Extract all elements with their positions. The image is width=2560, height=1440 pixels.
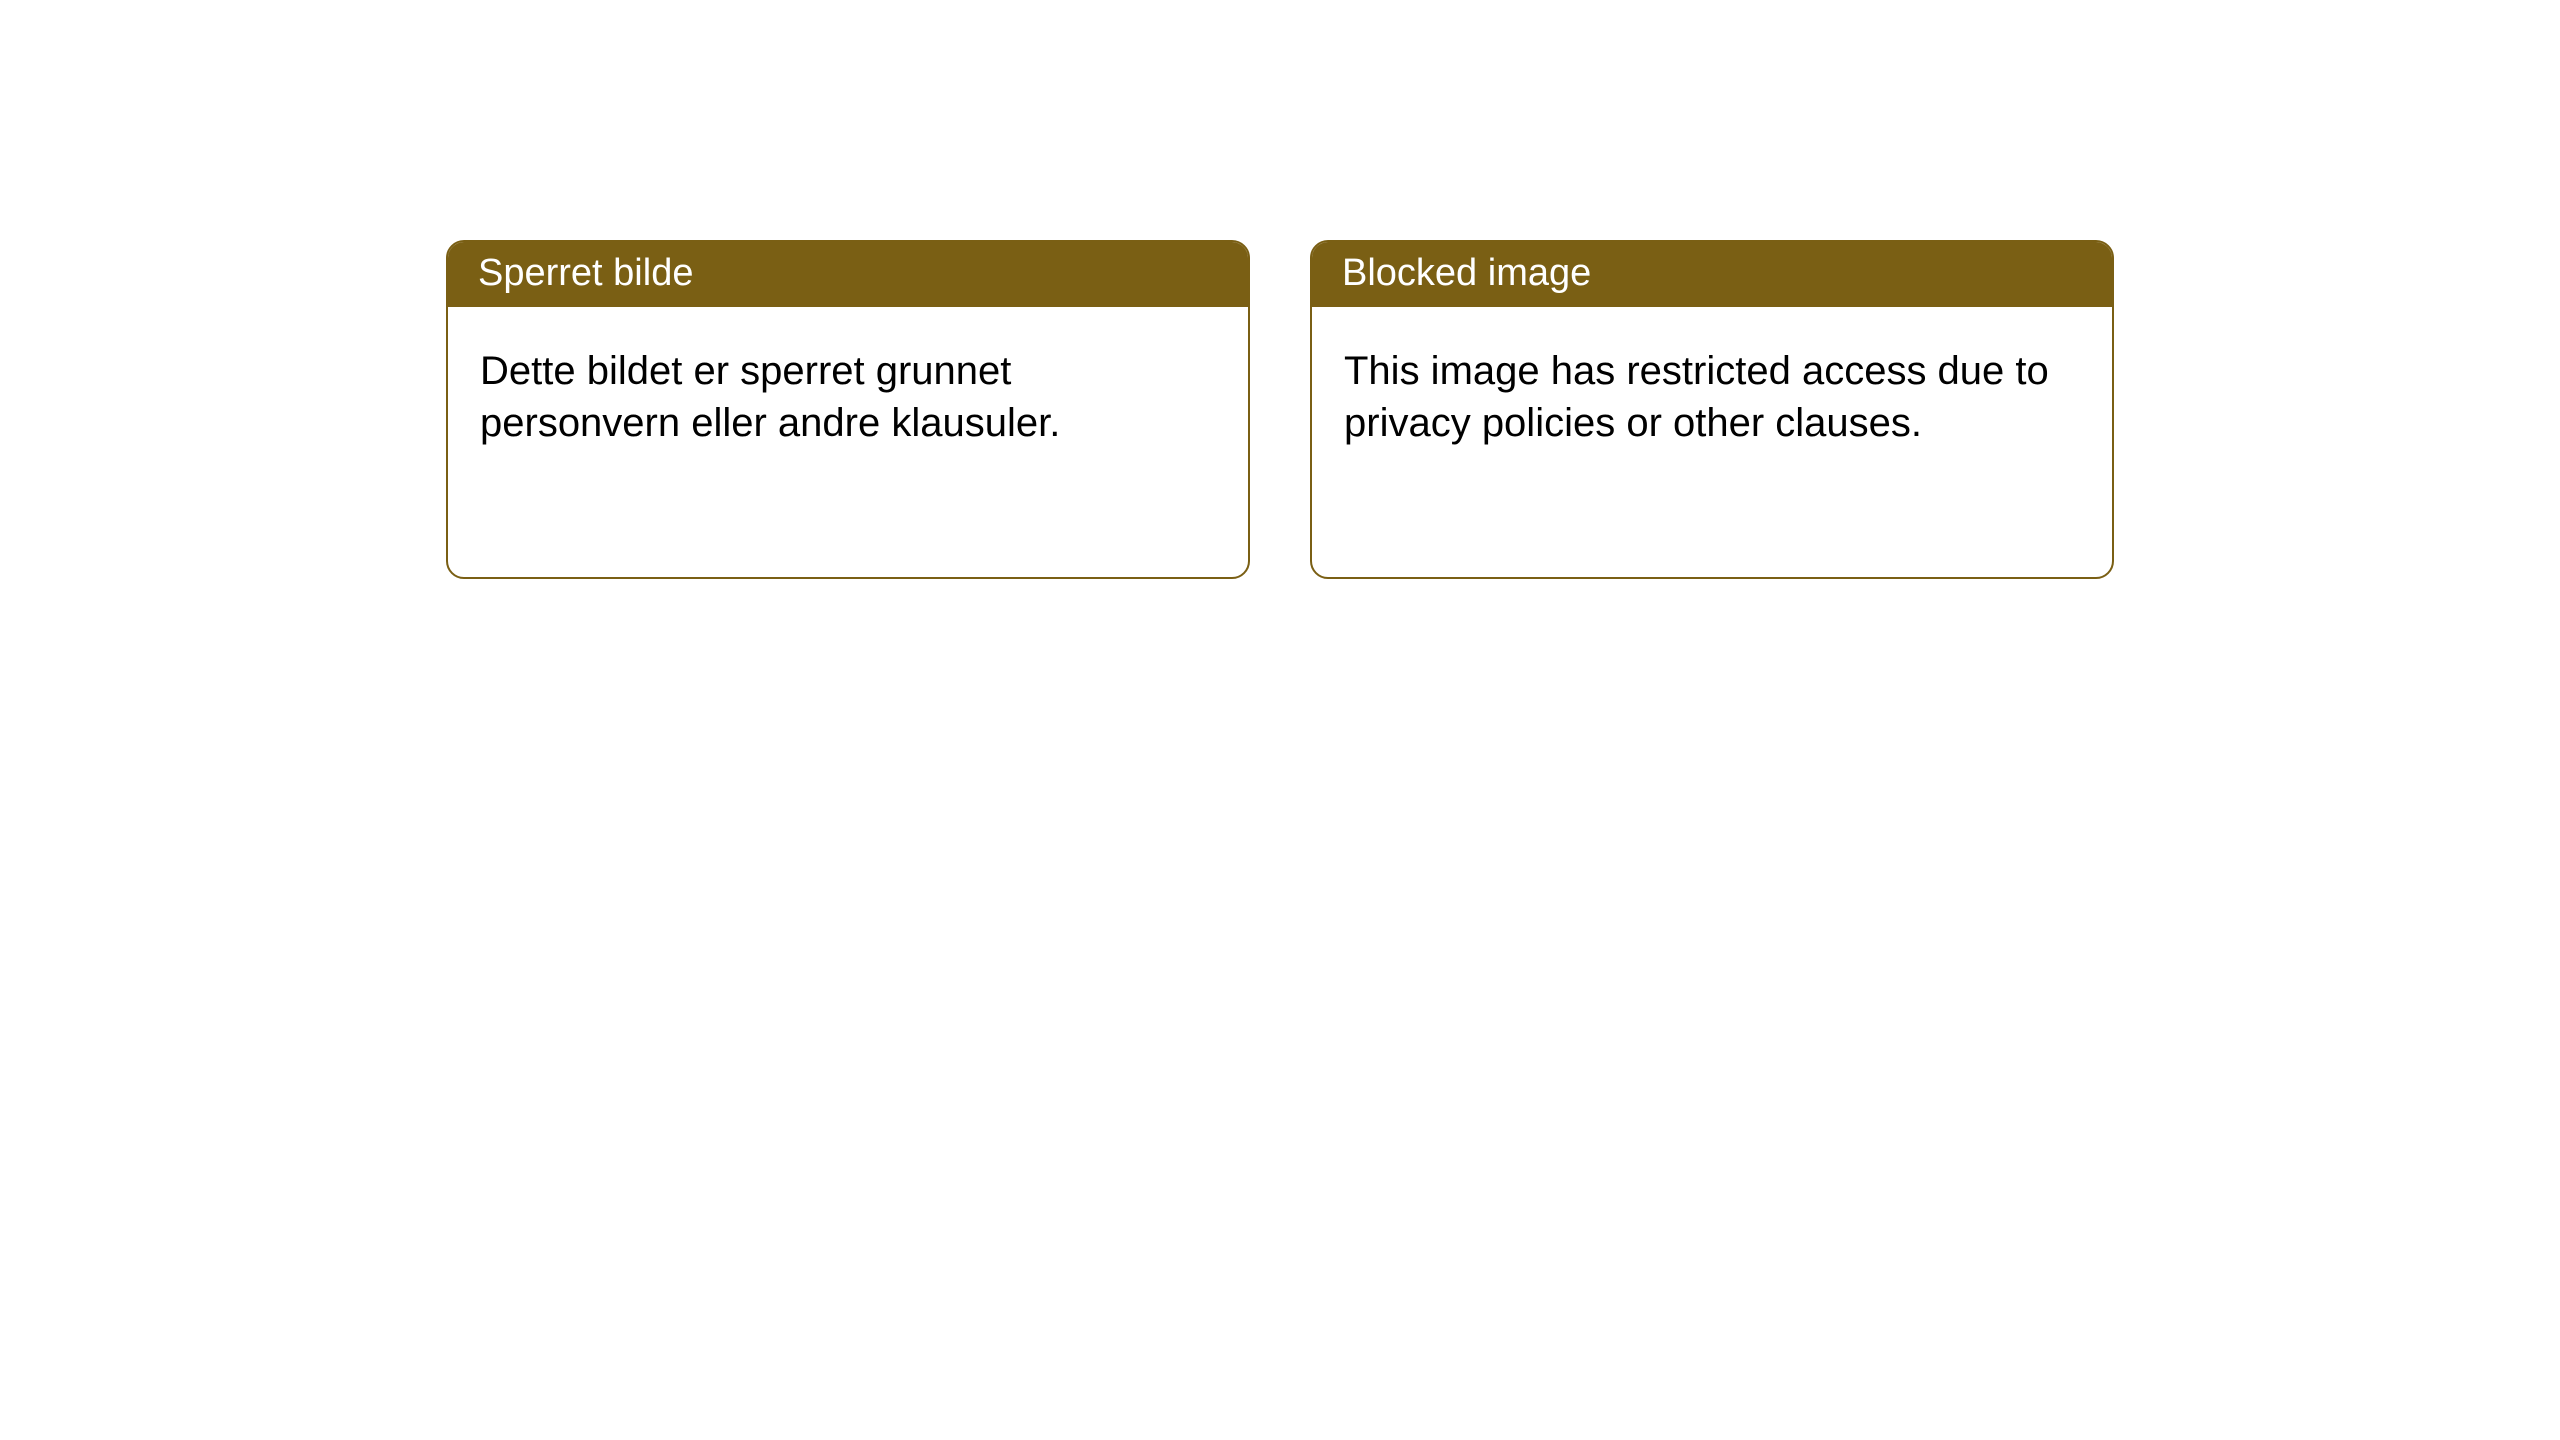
notice-card-no: Sperret bilde Dette bildet er sperret gr… [446,240,1250,579]
notice-body-en: This image has restricted access due to … [1312,307,2112,577]
notice-header-no: Sperret bilde [448,242,1248,307]
notice-message-no: Dette bildet er sperret grunnet personve… [480,349,1060,445]
notice-card-en: Blocked image This image has restricted … [1310,240,2114,579]
notice-header-en: Blocked image [1312,242,2112,307]
notice-body-no: Dette bildet er sperret grunnet personve… [448,307,1248,577]
notice-cards: Sperret bilde Dette bildet er sperret gr… [446,240,2114,579]
notice-title-no: Sperret bilde [478,252,693,294]
notice-title-en: Blocked image [1342,252,1591,294]
notice-message-en: This image has restricted access due to … [1344,349,2049,445]
